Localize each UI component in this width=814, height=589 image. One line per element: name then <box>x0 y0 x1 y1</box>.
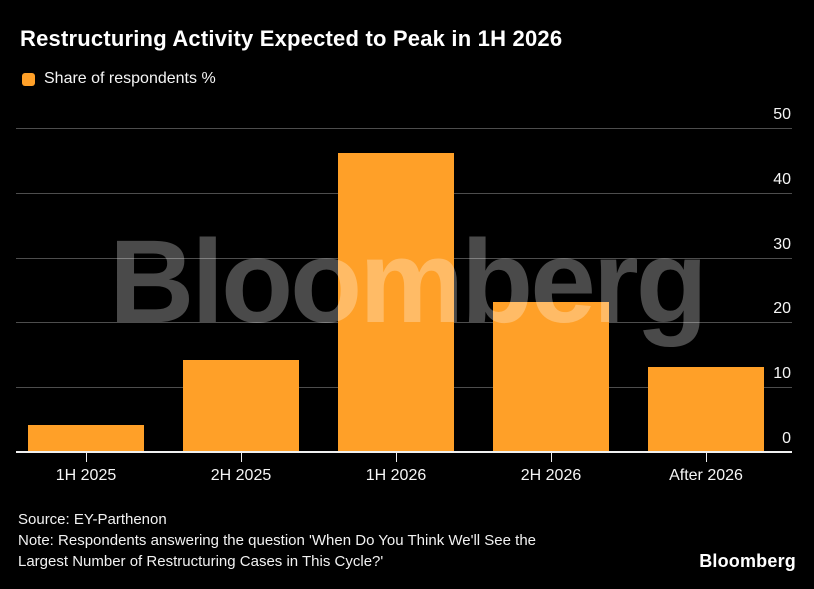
bloomberg-logo: Bloomberg <box>699 551 796 571</box>
gridline-50 <box>16 128 792 129</box>
y-axis-label-40: 40 <box>773 170 791 188</box>
bar-2h-2025 <box>183 360 299 451</box>
source-text: Source: EY-Parthenon <box>18 511 167 528</box>
chart-title: Restructuring Activity Expected to Peak … <box>20 26 563 51</box>
x-axis-baseline <box>16 451 792 453</box>
legend-label: Share of respondents % <box>44 70 216 87</box>
bar-2h-2026 <box>493 301 609 451</box>
bar-after-2026 <box>648 366 764 451</box>
y-axis-label-20: 20 <box>773 300 791 318</box>
bar-1h-2025 <box>28 425 144 451</box>
x-axis-tick-1h-2025 <box>86 453 87 462</box>
bar-chart-plot: Bloomberg 0 10 20 30 40 50 1H 2025 2H 2025 1H 20… <box>0 95 814 484</box>
legend-swatch-icon <box>22 72 35 86</box>
x-axis-label-1h-2025: 1H 2025 <box>55 467 117 484</box>
x-axis-label-after-2026: After 2026 <box>669 467 743 484</box>
y-axis-label-50: 50 <box>773 106 791 123</box>
x-axis-label-2h-2025: 2H 2025 <box>210 467 272 484</box>
x-axis-label-2h-2026: 2H 2026 <box>520 467 582 484</box>
x-axis-label-1h-2026: 1H 2026 <box>365 467 427 484</box>
y-axis-label-30: 30 <box>773 235 791 253</box>
x-axis-tick-1h-2026 <box>396 453 397 462</box>
y-axis-label-10: 10 <box>773 365 791 383</box>
y-axis-label-0: 0 <box>782 430 791 447</box>
note-text-line1: Note: Respondents answering the question… <box>18 532 536 549</box>
x-axis-tick-after-2026 <box>706 453 707 462</box>
note-text-line2: Largest Number of Restructuring Cases in… <box>18 553 384 570</box>
legend: Share of respondents % <box>22 70 216 88</box>
x-axis-tick-2h-2025 <box>241 453 242 462</box>
x-axis-tick-2h-2026 <box>551 453 552 462</box>
bar-1h-2026 <box>338 152 454 451</box>
